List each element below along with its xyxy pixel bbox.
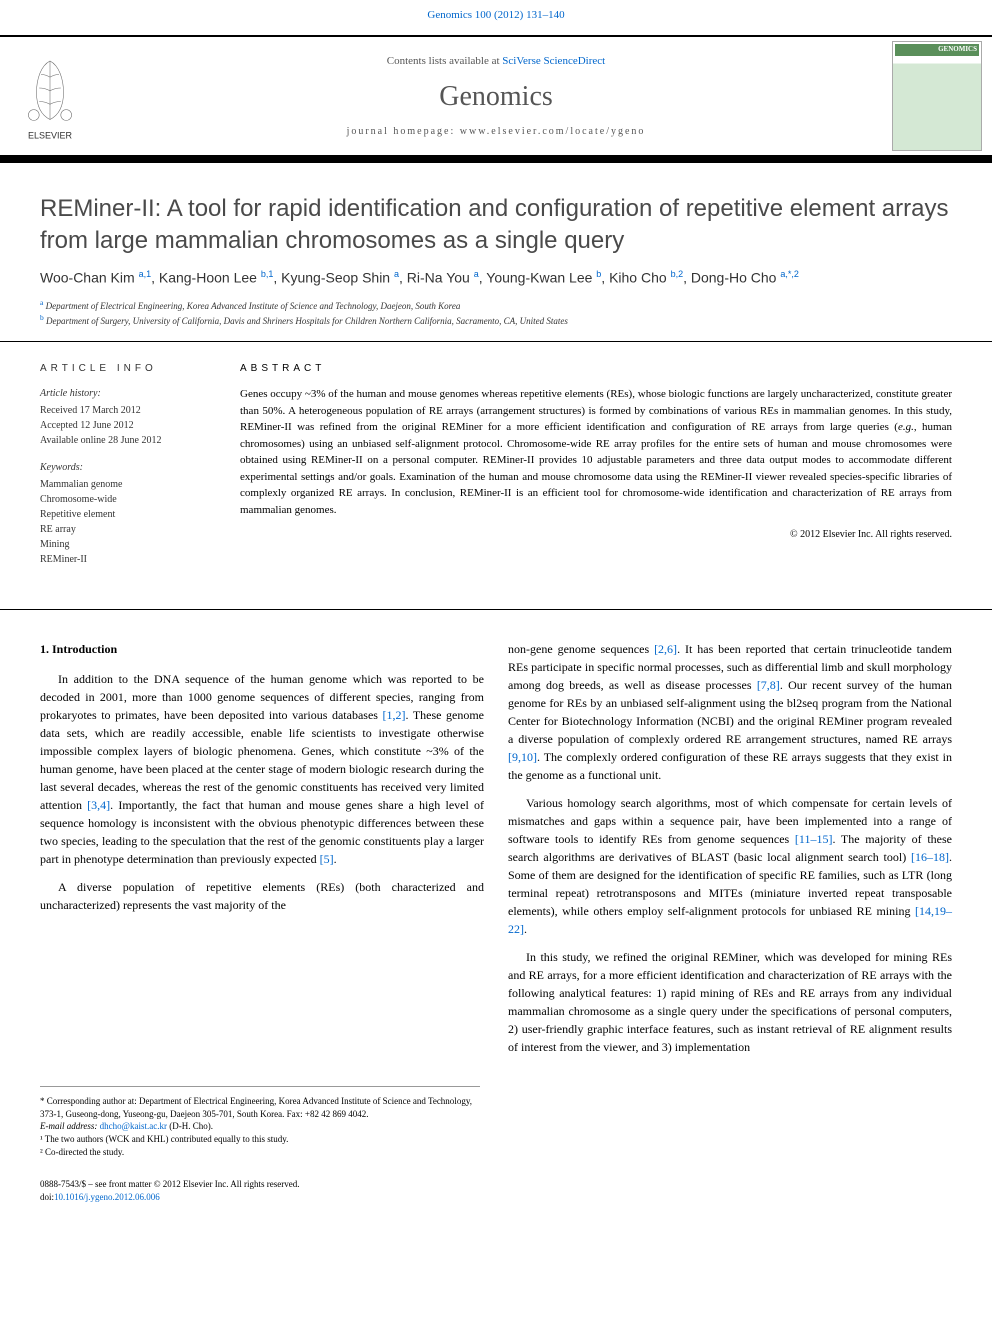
article-history: Article history: Received 17 March 2012 … [40, 386, 220, 448]
contents-line: Contents lists available at SciVerse Sci… [110, 54, 882, 69]
front-matter: 0888-7543/$ – see front matter © 2012 El… [40, 1178, 952, 1191]
header-center: Contents lists available at SciVerse Sci… [100, 54, 892, 139]
doi-line: doi:10.1016/j.ygeno.2012.06.006 [40, 1191, 952, 1204]
abstract-body: Genes occupy ~3% of the human and mouse … [240, 386, 952, 518]
ref-link[interactable]: [5] [320, 852, 334, 866]
journal-name: Genomics [110, 77, 882, 116]
cover-title: GENOMICS [895, 44, 979, 56]
sciencedirect-link[interactable]: SciVerse ScienceDirect [502, 55, 605, 67]
email-line: E-mail address: dhcho@kaist.ac.kr (D-H. … [40, 1120, 480, 1133]
journal-cover-thumb: GENOMICS [892, 41, 982, 151]
info-abstract-row: ARTICLE INFO Article history: Received 1… [0, 342, 992, 610]
column-left: 1. Introduction In addition to the DNA s… [40, 640, 484, 1066]
email-link[interactable]: dhcho@kaist.ac.kr [100, 1121, 167, 1131]
affiliations: a Department of Electrical Engineering, … [0, 298, 992, 342]
intro-p4: In this study, we refined the original R… [508, 948, 952, 1056]
keywords-block: Keywords: Mammalian genomeChromosome-wid… [40, 460, 220, 567]
ref-link[interactable]: [7,8] [757, 678, 780, 692]
received-date: Received 17 March 2012 [40, 403, 220, 418]
keyword: Repetitive element [40, 507, 220, 522]
divider-bar [0, 155, 992, 163]
publisher-name: ELSEVIER [28, 131, 73, 141]
abstract: ABSTRACT Genes occupy ~3% of the human a… [240, 362, 952, 579]
top-citation-link[interactable]: Genomics 100 (2012) 131–140 [427, 9, 564, 21]
ref-link[interactable]: [11–15] [795, 832, 833, 846]
top-citation: Genomics 100 (2012) 131–140 [0, 0, 992, 35]
abstract-copyright: © 2012 Elsevier Inc. All rights reserved… [240, 528, 952, 542]
body-columns: 1. Introduction In addition to the DNA s… [0, 610, 992, 1086]
keyword: Mining [40, 537, 220, 552]
homepage-url[interactable]: www.elsevier.com/locate/ygeno [460, 126, 646, 137]
column-right: non-gene genome sequences [2,6]. It has … [508, 640, 952, 1066]
intro-p2: A diverse population of repetitive eleme… [40, 878, 484, 914]
ref-link[interactable]: [3,4] [87, 798, 110, 812]
keyword: Mammalian genome [40, 477, 220, 492]
keywords-label: Keywords: [40, 460, 220, 475]
intro-heading: 1. Introduction [40, 640, 484, 658]
intro-p2-cont: non-gene genome sequences [2,6]. It has … [508, 640, 952, 784]
abstract-heading: ABSTRACT [240, 362, 952, 376]
affiliation: b Department of Surgery, University of C… [40, 313, 952, 328]
homepage-line: journal homepage: www.elsevier.com/locat… [110, 125, 882, 139]
ref-link[interactable]: [2,6] [654, 642, 677, 656]
ref-link[interactable]: [16–18] [911, 850, 949, 864]
online-date: Available online 28 June 2012 [40, 433, 220, 448]
keyword: REMiner-II [40, 552, 220, 567]
article-title: REMiner-II: A tool for rapid identificat… [0, 163, 992, 267]
footnote-1: ¹ The two authors (WCK and KHL) contribu… [40, 1133, 480, 1146]
intro-p3: Various homology search algorithms, most… [508, 794, 952, 938]
keyword: RE array [40, 522, 220, 537]
doi-link[interactable]: 10.1016/j.ygeno.2012.06.006 [54, 1192, 160, 1202]
corresponding-author: * Corresponding author at: Department of… [40, 1095, 480, 1120]
bottom-copyright: 0888-7543/$ – see front matter © 2012 El… [0, 1178, 992, 1223]
accepted-date: Accepted 12 June 2012 [40, 418, 220, 433]
article-info: ARTICLE INFO Article history: Received 1… [40, 362, 240, 579]
intro-p1: In addition to the DNA sequence of the h… [40, 670, 484, 868]
article-info-heading: ARTICLE INFO [40, 362, 220, 376]
publisher-logo: ELSEVIER [0, 46, 100, 146]
ref-link[interactable]: [1,2] [382, 708, 405, 722]
history-label: Article history: [40, 386, 220, 401]
header-band: ELSEVIER Contents lists available at Sci… [0, 35, 992, 155]
ref-link[interactable]: [9,10] [508, 750, 537, 764]
footnotes: * Corresponding author at: Department of… [40, 1086, 480, 1178]
keyword: Chromosome-wide [40, 492, 220, 507]
affiliation: a Department of Electrical Engineering, … [40, 298, 952, 313]
footnote-2: ² Co-directed the study. [40, 1146, 480, 1159]
authors: Woo-Chan Kim a,1, Kang-Hoon Lee b,1, Kyu… [0, 268, 992, 298]
